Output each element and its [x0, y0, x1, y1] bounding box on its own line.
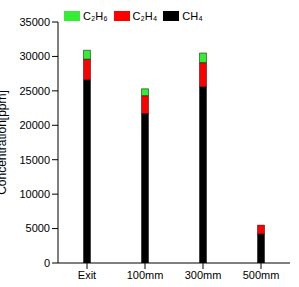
- svg-text:5000: 5000: [26, 222, 50, 234]
- svg-text:300mm: 300mm: [185, 269, 222, 281]
- svg-text:30000: 30000: [19, 50, 50, 62]
- svg-text:500mm: 500mm: [243, 269, 280, 281]
- html-text:C₂H₆: C₂H₆: [83, 10, 108, 22]
- html-text:C₂H₄: C₂H₄: [132, 10, 158, 22]
- svg-text:10000: 10000: [19, 188, 50, 200]
- svg-text:100mm: 100mm: [127, 269, 164, 281]
- svg-text:0: 0: [44, 257, 50, 269]
- html-text:CH₄: CH₄: [182, 10, 203, 22]
- svg-text:15000: 15000: [19, 154, 50, 166]
- svg-text:Concentration[ppm]: Concentration[ppm]: [8, 90, 9, 195]
- svg-text:Exit: Exit: [78, 269, 96, 281]
- svg-text:25000: 25000: [19, 85, 50, 97]
- svg-text:20000: 20000: [19, 119, 50, 131]
- svg-text:35000: 35000: [19, 16, 50, 28]
